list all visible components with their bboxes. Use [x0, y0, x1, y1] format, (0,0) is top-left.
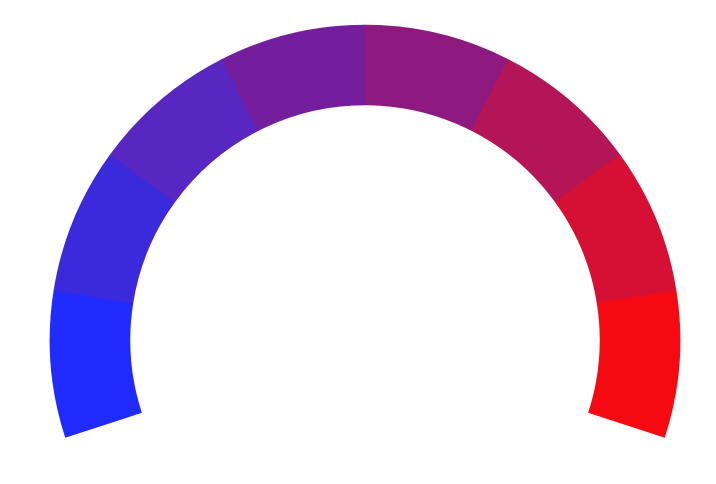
gauge-segment-1	[49, 290, 142, 438]
gauge-segment-8	[588, 290, 681, 438]
